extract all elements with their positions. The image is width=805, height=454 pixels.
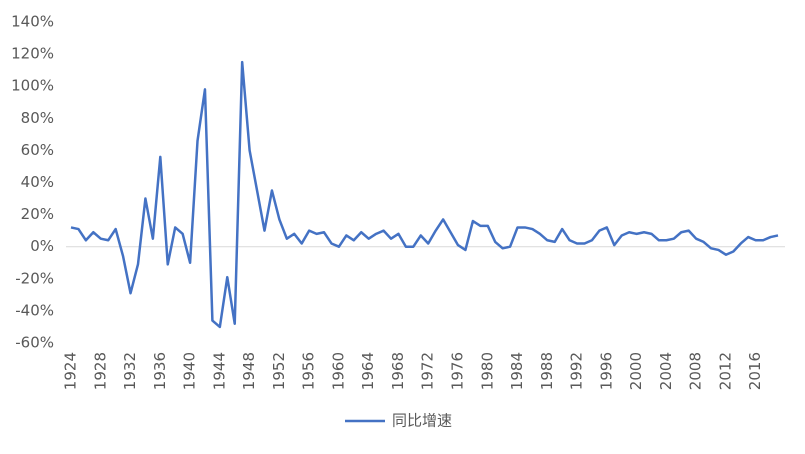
y-tick-label: 80% bbox=[21, 109, 54, 127]
x-tick-label: 1924 bbox=[62, 352, 80, 390]
x-tick-label: 1976 bbox=[448, 352, 466, 390]
x-tick-label: 1968 bbox=[389, 352, 407, 390]
x-tick-label: 1996 bbox=[597, 352, 615, 390]
x-tick-label: 1940 bbox=[181, 352, 199, 390]
y-tick-label: 60% bbox=[21, 141, 54, 159]
x-tick-label: 1984 bbox=[508, 352, 526, 390]
y-tick-label: 40% bbox=[21, 173, 54, 191]
y-tick-label: 20% bbox=[21, 205, 54, 223]
x-tick-label: 1952 bbox=[270, 352, 288, 390]
x-tick-label: 1992 bbox=[568, 352, 586, 390]
x-tick-label: 1964 bbox=[359, 352, 377, 390]
x-tick-label: 1980 bbox=[478, 352, 496, 390]
y-tick-label: 120% bbox=[11, 45, 54, 63]
y-tick-label: 0% bbox=[30, 237, 54, 255]
x-tick-label: 2004 bbox=[657, 352, 675, 390]
x-tick-label: 2008 bbox=[687, 352, 705, 390]
x-tick-label: 1928 bbox=[91, 352, 109, 390]
y-tick-label: -20% bbox=[15, 269, 54, 287]
y-tick-label: -60% bbox=[15, 334, 54, 352]
y-tick-label: 100% bbox=[11, 77, 54, 95]
x-tick-label: 1936 bbox=[151, 352, 169, 390]
x-tick-label: 1960 bbox=[329, 352, 347, 390]
x-tick-label: 2016 bbox=[746, 352, 764, 390]
x-tick-label: 1932 bbox=[121, 352, 139, 390]
x-tick-label: 1948 bbox=[240, 352, 258, 390]
x-tick-label: 2000 bbox=[627, 352, 645, 390]
x-tick-label: 1972 bbox=[419, 352, 437, 390]
x-tick-label: 1956 bbox=[300, 352, 318, 390]
y-tick-label: 140% bbox=[11, 13, 54, 31]
x-tick-label: 2012 bbox=[716, 352, 734, 390]
legend-label: 同比增速 bbox=[392, 412, 452, 430]
x-tick-label: 1944 bbox=[210, 352, 228, 390]
y-tick-label: -40% bbox=[15, 301, 54, 319]
x-tick-label: 1988 bbox=[538, 352, 556, 390]
series-line bbox=[70, 60, 779, 329]
